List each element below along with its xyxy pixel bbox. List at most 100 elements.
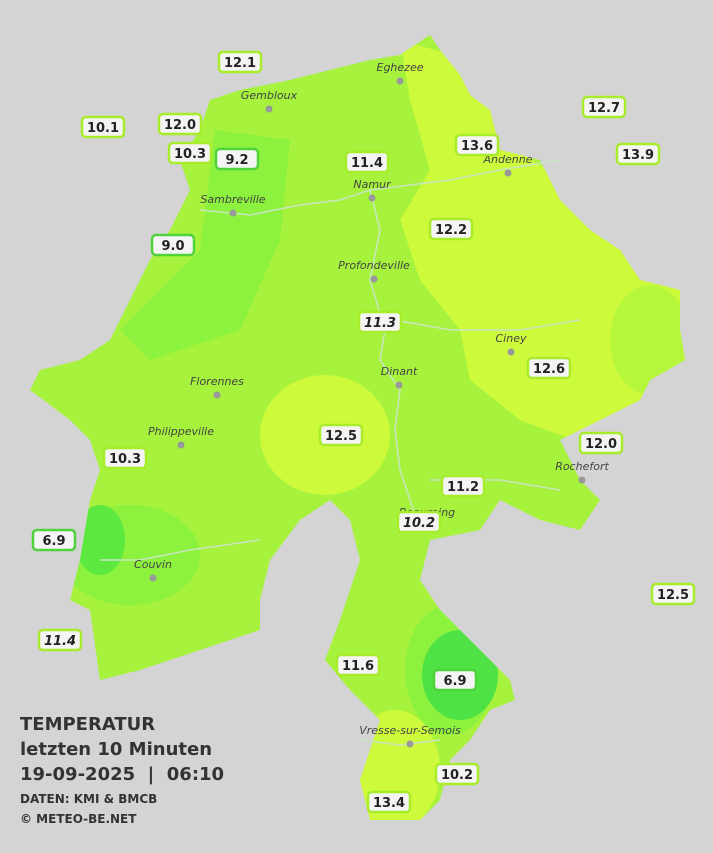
- station-value: 9.2: [225, 153, 248, 168]
- town-dot: [213, 391, 221, 399]
- station: 10.2: [396, 510, 442, 534]
- station: 10.3: [167, 141, 213, 165]
- town-dot: [370, 275, 378, 283]
- station-box: [217, 50, 263, 74]
- town-label: Dinant: [381, 365, 418, 378]
- station-box: [344, 150, 390, 174]
- station-value: 11.4: [351, 156, 383, 171]
- station-value: 12.0: [164, 118, 196, 133]
- station-value: 10.3: [109, 452, 141, 467]
- station-box: [396, 510, 442, 534]
- station: 10.2: [434, 762, 480, 786]
- town-dot: [406, 740, 414, 748]
- town-label: Andenne: [483, 153, 533, 166]
- town-label: Eghezee: [377, 61, 424, 74]
- town-dot: [265, 105, 273, 113]
- station-box: [432, 668, 478, 692]
- station-box: [578, 431, 624, 455]
- station-value: 13.6: [461, 139, 493, 154]
- station-box: [366, 790, 412, 814]
- station-box: [31, 528, 77, 552]
- station: 12.5: [318, 423, 364, 447]
- town-label: Couvin: [134, 558, 172, 571]
- station-box: [157, 112, 203, 136]
- station-value: 10.1: [87, 121, 119, 136]
- station-box: [318, 423, 364, 447]
- station: 11.2: [440, 474, 486, 498]
- station-value: 6.9: [443, 674, 466, 689]
- town-label: Sambreville: [200, 193, 265, 206]
- station: 11.4: [344, 150, 390, 174]
- town-label: Profondeville: [338, 259, 410, 272]
- subtitle: letzten 10 Minuten: [20, 739, 212, 760]
- station-value: 12.0: [585, 437, 617, 452]
- station: 12.7: [581, 95, 627, 119]
- station-value: 10.2: [441, 768, 473, 783]
- station-value: 12.6: [533, 362, 565, 377]
- station: 11.6: [335, 653, 381, 677]
- station-value: 12.1: [224, 56, 256, 71]
- station-box: [454, 133, 500, 157]
- station: 6.9: [432, 668, 478, 692]
- timestamp: 19-09-2025 | 06:10: [20, 764, 224, 785]
- station-box: [167, 141, 213, 165]
- station-box: [357, 310, 403, 334]
- station: 12.0: [578, 431, 624, 455]
- station-value: 9.0: [161, 239, 184, 254]
- station-value: 12.5: [657, 588, 689, 603]
- station-box: [434, 762, 480, 786]
- station: 12.5: [650, 582, 696, 606]
- station-box: [37, 628, 83, 652]
- station: 12.6: [526, 356, 572, 380]
- station-box: [102, 446, 148, 470]
- station-box: [615, 142, 661, 166]
- station: 11.4: [37, 628, 83, 652]
- station-value: 12.7: [588, 101, 620, 116]
- town-dot: [368, 194, 376, 202]
- title: TEMPERATUR: [20, 714, 155, 735]
- station-value: 11.3: [364, 316, 396, 331]
- station: 10.3: [102, 446, 148, 470]
- town-dot: [396, 77, 404, 85]
- station-box: [440, 474, 486, 498]
- station-box: [428, 217, 474, 241]
- station-box: [335, 653, 381, 677]
- station-value: 12.2: [435, 223, 467, 238]
- town-dot: [177, 441, 185, 449]
- station: 13.9: [615, 142, 661, 166]
- station-value: 11.4: [44, 634, 76, 649]
- town-dot: [578, 476, 586, 484]
- station: 12.1: [217, 50, 263, 74]
- station: 12.0: [157, 112, 203, 136]
- town-dot: [507, 348, 515, 356]
- station: 9.0: [150, 233, 196, 257]
- station-box: [80, 115, 126, 139]
- station-box: [581, 95, 627, 119]
- station: 6.9: [31, 528, 77, 552]
- station: 13.6: [454, 133, 500, 157]
- town-dot: [395, 381, 403, 389]
- town-label: Philippeville: [148, 425, 214, 438]
- station-box: [650, 582, 696, 606]
- station-value: 13.9: [622, 148, 654, 163]
- town-label: Rochefort: [555, 460, 609, 473]
- station-box: [150, 233, 196, 257]
- station: 12.2: [428, 217, 474, 241]
- station: 10.1: [80, 115, 126, 139]
- copyright: © METEO-BE.NET: [20, 812, 137, 826]
- station-value: 6.9: [42, 534, 65, 549]
- town-label: Florennes: [190, 375, 244, 388]
- station-box: [214, 147, 260, 171]
- town-dot: [149, 574, 157, 582]
- station: 11.3: [357, 310, 403, 334]
- town-label: Namur: [353, 178, 392, 191]
- town-label: Gembloux: [241, 89, 298, 102]
- station: 9.2: [214, 147, 260, 171]
- town-label: Ciney: [496, 332, 527, 345]
- source: DATEN: KMI & BMCB: [20, 792, 157, 806]
- station-box: [526, 356, 572, 380]
- station-value: 13.4: [373, 796, 405, 811]
- station-value: 11.2: [447, 480, 479, 495]
- town-dot: [229, 209, 237, 217]
